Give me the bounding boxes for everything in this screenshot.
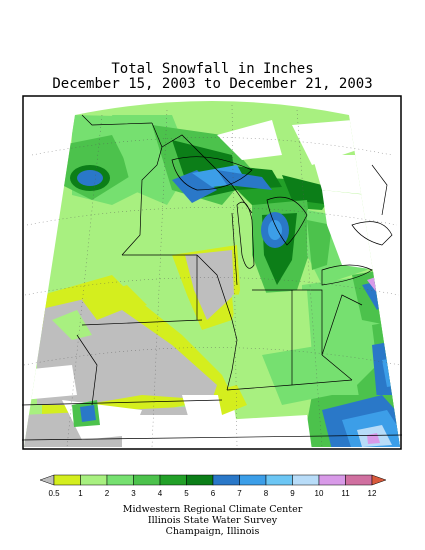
legend-swatch: [345, 474, 373, 486]
legend-label: 11: [341, 489, 350, 498]
map-date-range: December 15, 2003 to December 21, 2003: [52, 76, 373, 92]
graticule: [23, 104, 401, 448]
legend-arrow-high: [371, 474, 386, 486]
credit-survey: Illinois State Water Survey: [147, 515, 278, 526]
legend-label: 1: [78, 489, 83, 498]
legend-label: 7: [237, 489, 242, 498]
legend-swatch: [186, 474, 214, 486]
legend-label: 6: [211, 489, 216, 498]
credit-location: Champaign, Illinois: [165, 526, 260, 537]
legend-swatch: [133, 474, 161, 486]
legend-label: 8: [264, 489, 269, 498]
legend-swatch: [265, 474, 293, 486]
state-boundaries: [22, 114, 402, 441]
legend-swatch: [318, 474, 346, 486]
legend-label: 2: [105, 489, 110, 498]
legend-arrow-low: [40, 474, 55, 486]
legend-swatch: [80, 474, 108, 486]
legend-swatch: [239, 474, 267, 486]
legend-swatch: [212, 474, 240, 486]
credit-center: Midwestern Regional Climate Center: [122, 504, 303, 515]
map-frame: [22, 95, 402, 450]
map-title: Total Snowfall in Inches: [111, 61, 314, 77]
snowfall-map: [22, 95, 402, 450]
legend-label: 5: [184, 489, 189, 498]
legend-label: 3: [131, 489, 136, 498]
snowfall-legend: 0.5 1 2 3 4 5 6 7 8 9 10 11 12: [40, 474, 386, 498]
legend-label: 0.5: [48, 489, 60, 498]
legend-label: 10: [315, 489, 324, 498]
legend-swatch: [292, 474, 320, 486]
legend-label: 12: [368, 489, 377, 498]
legend-label: 4: [158, 489, 163, 498]
snowfall-fill: [24, 101, 400, 447]
legend-label: 9: [290, 489, 295, 498]
legend-swatch: [106, 474, 134, 486]
legend-swatch: [53, 474, 81, 486]
legend-swatch: [159, 474, 187, 486]
